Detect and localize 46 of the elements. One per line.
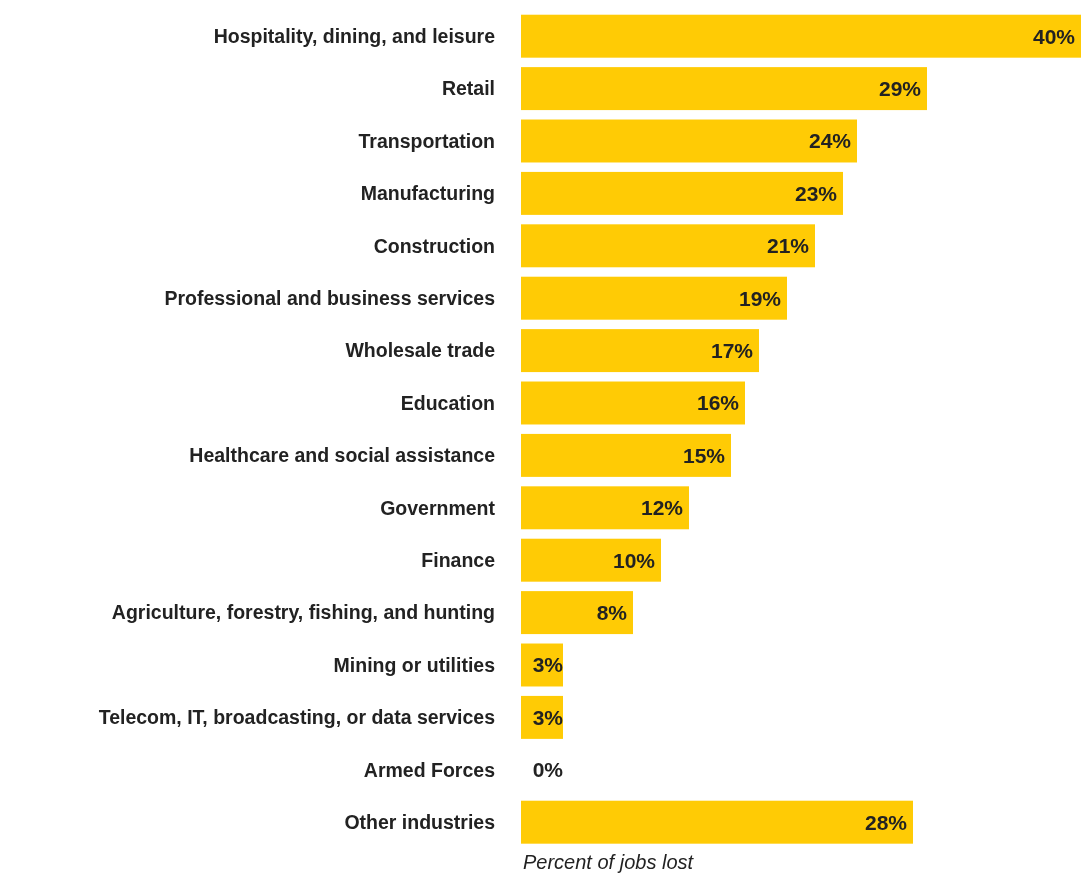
y-tick-label: Armed Forces <box>363 758 496 781</box>
bar <box>521 119 857 163</box>
y-tick-label: Telecom, IT, broadcasting, or data services <box>98 706 496 729</box>
data-label: 15% <box>682 443 726 467</box>
data-label: 29% <box>878 76 922 100</box>
y-tick-label: Retail <box>441 77 495 100</box>
bar <box>521 14 1081 58</box>
bar <box>521 591 633 635</box>
bar <box>521 171 843 215</box>
data-label: 12% <box>640 496 684 520</box>
bar <box>521 538 661 582</box>
data-label: 28% <box>864 810 908 834</box>
y-tick-label: Hospitality, dining, and leisure <box>213 25 496 48</box>
data-label: 24% <box>808 129 852 153</box>
x-axis-title: Percent of jobs lost <box>523 851 695 874</box>
y-tick-label: Healthcare and social assistance <box>189 444 496 467</box>
data-label: 17% <box>710 338 754 362</box>
y-tick-label: Mining or utilities <box>333 653 496 676</box>
y-tick-label: Manufacturing <box>360 182 495 205</box>
bar <box>521 381 745 425</box>
y-tick-label: Wholesale trade <box>345 339 496 362</box>
bar <box>521 67 927 111</box>
data-label: 0% <box>532 758 564 782</box>
y-tick-label: Construction <box>373 234 495 257</box>
bar <box>521 224 815 268</box>
data-label: 3% <box>532 705 564 729</box>
data-label: 21% <box>766 234 810 258</box>
y-tick-label: Finance <box>421 549 496 572</box>
y-tick-label: Agriculture, forestry, fishing, and hunting <box>111 601 495 624</box>
bar <box>521 486 689 530</box>
data-label: 10% <box>612 548 656 572</box>
data-label: 16% <box>696 391 740 415</box>
data-label: 40% <box>1032 24 1076 48</box>
y-tick-label: Professional and business services <box>164 287 496 310</box>
data-label: 8% <box>596 600 628 624</box>
bar <box>521 433 731 477</box>
data-label: 19% <box>738 286 782 310</box>
data-label: 3% <box>532 653 564 677</box>
bar <box>521 800 913 844</box>
bar <box>521 276 787 320</box>
y-tick-label: Transportation <box>358 129 495 152</box>
bar <box>521 329 759 373</box>
data-label: 23% <box>794 181 838 205</box>
y-tick-label: Government <box>380 496 496 519</box>
y-tick-label: Education <box>400 391 495 414</box>
y-tick-label: Other industries <box>344 811 496 834</box>
